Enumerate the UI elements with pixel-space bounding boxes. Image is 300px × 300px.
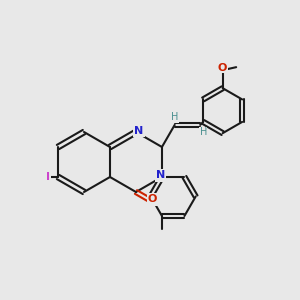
Text: I: I [46, 172, 50, 182]
Text: O: O [148, 194, 157, 205]
Text: H: H [171, 112, 178, 122]
Text: H: H [200, 128, 207, 137]
Text: O: O [218, 63, 227, 73]
Text: N: N [134, 125, 144, 136]
Text: N: N [156, 170, 165, 181]
